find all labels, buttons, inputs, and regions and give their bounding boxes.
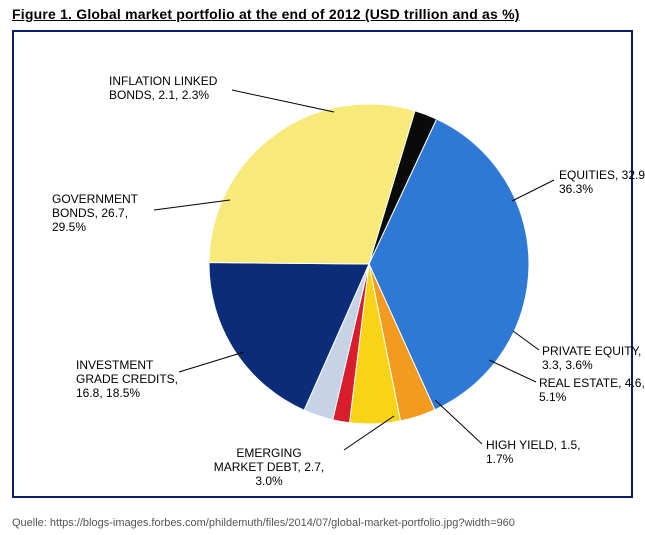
- label-high_yield: HIGH YIELD, 1.5, 1.7%: [486, 438, 580, 466]
- label-emd: EMERGING MARKET DEBT, 2.7, 3.0%: [214, 446, 324, 488]
- label-gov_bonds: GOVERNMENT BONDS, 26.7, 29.5%: [52, 192, 138, 234]
- figure-title: Figure 1. Global market portfolio at the…: [12, 6, 520, 22]
- figure-frame: Figure 1. Global market portfolio at the…: [0, 0, 645, 535]
- pie-svg: [209, 104, 529, 424]
- label-real_estate: REAL ESTATE, 4.6, 5.1%: [539, 376, 645, 404]
- label-equities: EQUITIES, 32.9, 36.3%: [559, 168, 645, 196]
- pie-wrap: [209, 104, 529, 424]
- chart-box: EQUITIES, 32.9, 36.3%PRIVATE EQUITY, 3.3…: [12, 30, 633, 498]
- source-caption: Quelle: https://blogs-images.forbes.com/…: [12, 517, 515, 529]
- label-private_equity: PRIVATE EQUITY, 3.3, 3.6%: [542, 344, 641, 372]
- title-wrap: Figure 1. Global market portfolio at the…: [12, 6, 633, 24]
- label-inflation_bonds: INFLATION LINKED BONDS, 2.1, 2.3%: [109, 74, 217, 102]
- label-ig_credits: INVESTMENT GRADE CREDITS, 16.8, 18.5%: [76, 358, 178, 400]
